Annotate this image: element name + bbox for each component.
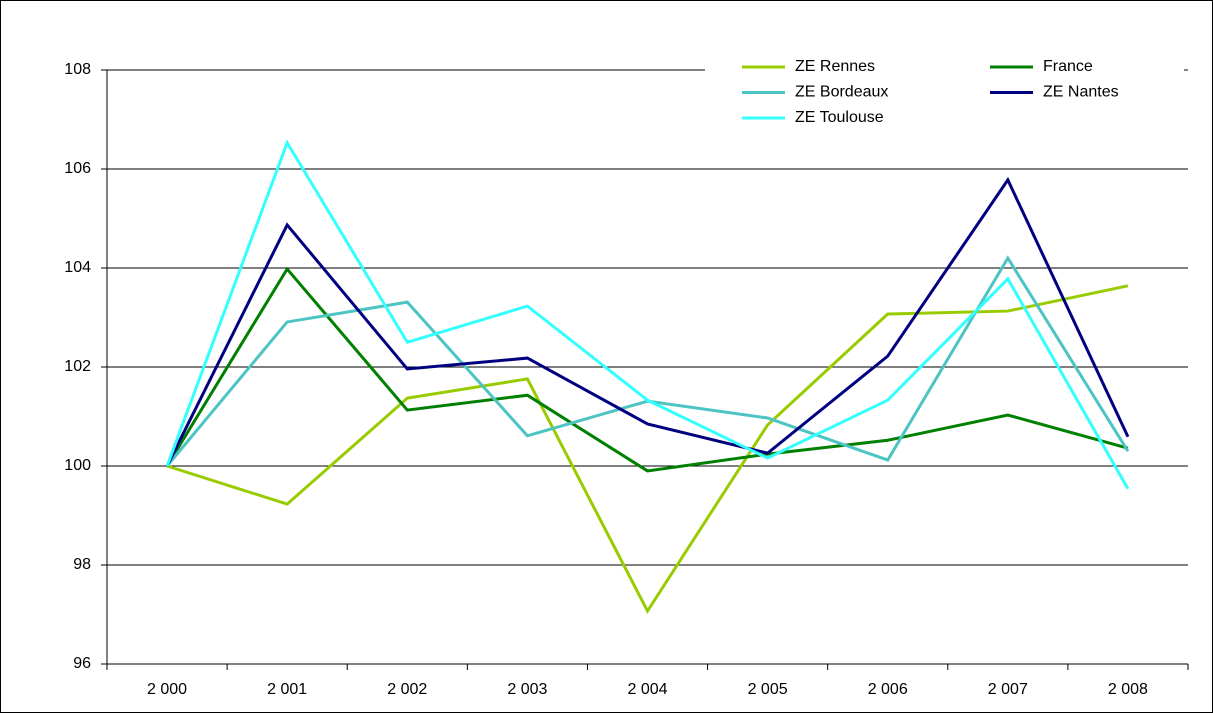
x-tick-label: 2 002	[387, 681, 427, 698]
x-tick-label: 2 000	[147, 681, 187, 698]
y-tick-label: 96	[73, 655, 91, 672]
x-tick-label: 2 007	[988, 681, 1028, 698]
x-tick-label: 2 008	[1108, 681, 1148, 698]
legend-label: ZE Bordeaux	[795, 84, 888, 101]
x-tick-label: 2 006	[868, 681, 908, 698]
x-tick-label: 2 005	[748, 681, 788, 698]
series-line	[165, 176, 1130, 467]
legend-label: ZE Toulouse	[795, 109, 884, 126]
legend-label: France	[1043, 58, 1093, 75]
y-tick-label: 108	[64, 61, 91, 78]
y-tick-label: 104	[64, 259, 91, 276]
x-tick-label: 2 001	[267, 681, 307, 698]
legend-label: ZE Rennes	[795, 58, 875, 75]
y-tick-label: 106	[64, 160, 91, 177]
x-tick-label: 2 003	[507, 681, 547, 698]
y-tick-label: 102	[64, 358, 91, 375]
series-line	[166, 284, 1129, 615]
x-tick-label: 2 004	[627, 681, 667, 698]
legend-label: ZE Nantes	[1043, 84, 1119, 101]
y-tick-label: 100	[64, 457, 91, 474]
series-line	[165, 139, 1130, 490]
y-tick-label: 98	[73, 556, 91, 573]
